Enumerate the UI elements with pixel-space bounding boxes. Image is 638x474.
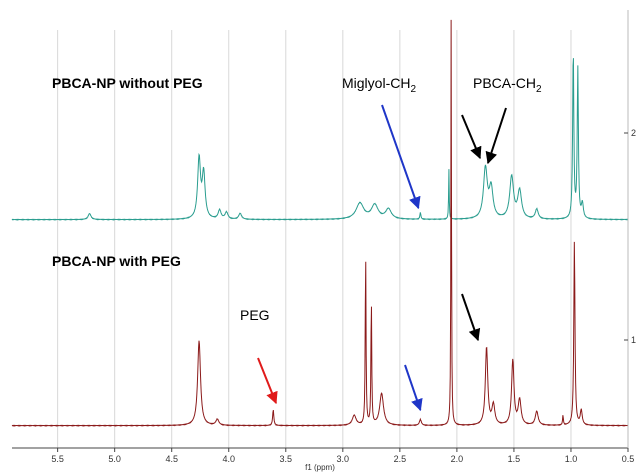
arrow-miglyol-bottom (404, 364, 423, 412)
right-tick-label-1: 1 (631, 335, 636, 345)
label-pbca-sub: 2 (536, 84, 542, 95)
grid-lines (57, 30, 629, 448)
x-tick-label-3.5: 3.5 (280, 454, 293, 464)
label-without-peg: PBCA-NP without PEG (52, 75, 203, 91)
x-tick-label-4.5: 4.5 (165, 454, 178, 464)
x-tick-label-1.5: 1.5 (508, 454, 521, 464)
x-tick-label-4.0: 4.0 (222, 454, 235, 464)
x-tick-label-5.0: 5.0 (108, 454, 121, 464)
x-tick-label-0.5: 0.5 (622, 454, 635, 464)
label-peg: PEG (240, 307, 270, 323)
label-miglyol-sub: 2 (410, 84, 416, 95)
arrow-pbca-right (485, 107, 507, 165)
arrow-miglyol-top (381, 104, 421, 210)
right-tick-label-2: 2 (631, 128, 636, 138)
right-axis-ticks: 21 (624, 128, 636, 345)
label-miglyol-main: Miglyol-CH (342, 75, 410, 91)
x-tick-label-5.5: 5.5 (51, 454, 64, 464)
spectrum-line-with-peg (11, 19, 629, 427)
label-pbca-main: PBCA-CH (473, 75, 536, 91)
arrow-pbca-left (461, 114, 482, 160)
x-tick-label-1.0: 1.0 (565, 454, 578, 464)
label-miglyol: Miglyol-CH2 (342, 75, 416, 95)
spectra-group (11, 19, 629, 427)
x-tick-label-2.0: 2.0 (451, 454, 464, 464)
x-axis-title: f1 (ppm) (305, 463, 335, 472)
x-tick-label-3.0: 3.0 (337, 454, 350, 464)
arrow-peg (257, 357, 278, 405)
arrows-group (257, 104, 507, 412)
x-axis-ticks: 5.5 5.0 4.5 4.0 3.5 3.0 2.5 2.0 1.5 1.0 0.5 (51, 448, 634, 464)
arrow-pbca-bottom (461, 293, 481, 342)
label-pbca-ch2: PBCA-CH2 (473, 75, 542, 95)
x-tick-label-2.5: 2.5 (394, 454, 407, 464)
label-with-peg: PBCA-NP with PEG (52, 253, 181, 269)
spectrum-line-without-peg (11, 58, 629, 221)
